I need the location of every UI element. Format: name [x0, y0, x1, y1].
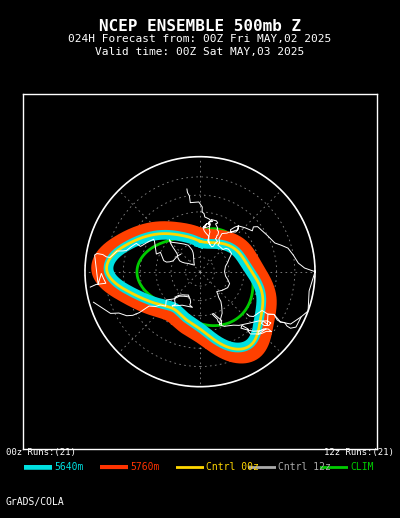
Text: 00z Runs:(21): 00z Runs:(21) [6, 448, 76, 457]
Text: GrADS/COLA: GrADS/COLA [6, 497, 65, 507]
Text: Valid time: 00Z Sat MAY,03 2025: Valid time: 00Z Sat MAY,03 2025 [95, 47, 305, 56]
Text: Cntrl 00z: Cntrl 00z [206, 462, 259, 472]
Text: CLIM: CLIM [350, 462, 374, 472]
Text: 12z Runs:(21): 12z Runs:(21) [324, 448, 394, 457]
Text: 5760m: 5760m [130, 462, 159, 472]
Text: 5640m: 5640m [54, 462, 83, 472]
Text: 024H Forecast from: 00Z Fri MAY,02 2025: 024H Forecast from: 00Z Fri MAY,02 2025 [68, 34, 332, 44]
Text: Cntrl 12z: Cntrl 12z [278, 462, 331, 472]
Text: NCEP ENSEMBLE 500mb Z: NCEP ENSEMBLE 500mb Z [99, 19, 301, 34]
